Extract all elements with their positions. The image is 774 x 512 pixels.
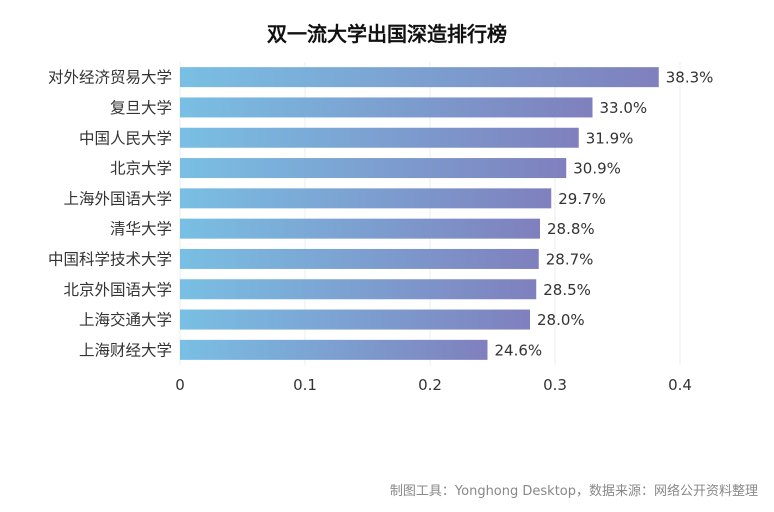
source-footer: 制图工具：Yonghong Desktop，数据来源：网络公开资料整理 xyxy=(389,484,758,499)
x-tick-label: 0 xyxy=(175,376,185,394)
bar xyxy=(180,279,537,300)
category-label: 北京外国语大学 xyxy=(63,281,172,299)
x-axis-ticks: 0 0.1 0.2 0.3 0.4 xyxy=(175,376,692,394)
bars xyxy=(180,67,659,360)
category-labels: 对外经济贸易大学复旦大学中国人民大学北京大学上海外国语大学清华大学中国科学技术大… xyxy=(48,69,172,360)
category-label: 上海财经大学 xyxy=(79,341,172,359)
bar xyxy=(180,158,567,179)
category-label: 北京大学 xyxy=(110,160,172,178)
data-label: 33.0% xyxy=(600,99,648,117)
bar xyxy=(180,248,539,269)
x-tick-label: 0.2 xyxy=(418,376,442,394)
chart-title: 双一流大学出国深造排行榜 xyxy=(267,22,507,46)
bar xyxy=(180,97,593,118)
category-label: 复旦大学 xyxy=(110,99,172,117)
data-label: 38.3% xyxy=(666,69,714,87)
category-label: 上海外国语大学 xyxy=(63,190,172,208)
x-tick-label: 0.3 xyxy=(543,376,567,394)
bar xyxy=(180,127,579,148)
bar xyxy=(180,309,530,330)
bar xyxy=(180,218,540,239)
data-label: 31.9% xyxy=(586,129,634,147)
data-label: 30.9% xyxy=(573,160,621,178)
bar-chart: 对外经济贸易大学复旦大学中国人民大学北京大学上海外国语大学清华大学中国科学技术大… xyxy=(48,62,714,394)
bar xyxy=(180,188,552,209)
data-label: 28.0% xyxy=(537,311,585,329)
category-label: 清华大学 xyxy=(110,220,172,238)
data-label: 28.8% xyxy=(547,220,595,238)
category-label: 中国人民大学 xyxy=(79,129,172,147)
x-tick-label: 0.1 xyxy=(293,376,317,394)
data-label: 24.6% xyxy=(495,341,543,359)
category-label: 对外经济贸易大学 xyxy=(48,69,172,87)
category-label: 上海交通大学 xyxy=(79,311,172,329)
category-label: 中国科学技术大学 xyxy=(48,250,172,268)
bar xyxy=(180,339,488,360)
data-label: 29.7% xyxy=(558,190,606,208)
data-label: 28.7% xyxy=(546,250,594,268)
bar xyxy=(180,67,659,88)
data-labels: 38.3% 33.0% 31.9% 30.9% 29.7% 28.8% 28.7% 28.5%… xyxy=(495,69,714,360)
data-label: 28.5% xyxy=(543,281,591,299)
x-tick-label: 0.4 xyxy=(668,376,692,394)
